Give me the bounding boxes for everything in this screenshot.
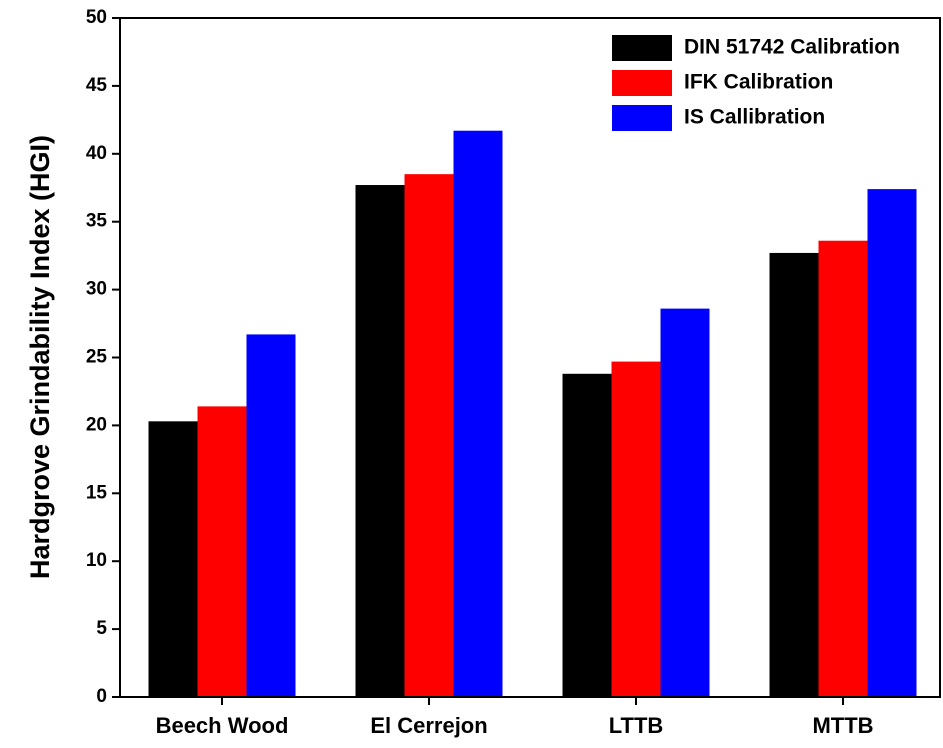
legend-label: IS Callibration: [684, 106, 825, 129]
legend-label: IFK Calibration: [684, 71, 833, 94]
bar: [148, 421, 198, 697]
y-tick-label: 15: [86, 482, 108, 503]
bar: [562, 373, 612, 697]
legend-swatch: [612, 35, 672, 61]
bar: [867, 189, 917, 697]
plot-frame: [119, 17, 941, 698]
bar: [818, 240, 868, 697]
y-tick-label: 5: [96, 618, 107, 639]
bar: [611, 361, 661, 697]
y-tick-label: 10: [86, 550, 107, 571]
y-tick-label: 45: [86, 75, 108, 96]
legend-swatch: [612, 105, 672, 131]
bar: [404, 174, 454, 698]
y-tick-label: 25: [86, 347, 108, 368]
bar: [197, 406, 247, 697]
bar: [246, 334, 296, 697]
bar: [660, 308, 710, 697]
legend-swatch: [612, 70, 672, 96]
bar: [453, 130, 503, 698]
y-axis-label: Hardgrove Grindability Index (HGI): [25, 135, 55, 579]
x-tick-label: LTTB: [609, 713, 664, 738]
bar: [355, 185, 405, 697]
legend-label: DIN 51742 Calibration: [684, 36, 900, 59]
bar: [769, 252, 819, 697]
y-tick-label: 0: [96, 686, 107, 707]
y-tick-label: 20: [86, 414, 107, 435]
x-tick-label: El Cerrejon: [370, 713, 487, 738]
y-tick-label: 30: [86, 279, 107, 300]
x-tick-label: Beech Wood: [156, 713, 289, 738]
y-tick-label: 40: [86, 143, 107, 164]
y-tick-label: 35: [86, 211, 108, 232]
x-tick-label: MTTB: [812, 713, 873, 738]
y-tick-label: 50: [86, 7, 107, 28]
